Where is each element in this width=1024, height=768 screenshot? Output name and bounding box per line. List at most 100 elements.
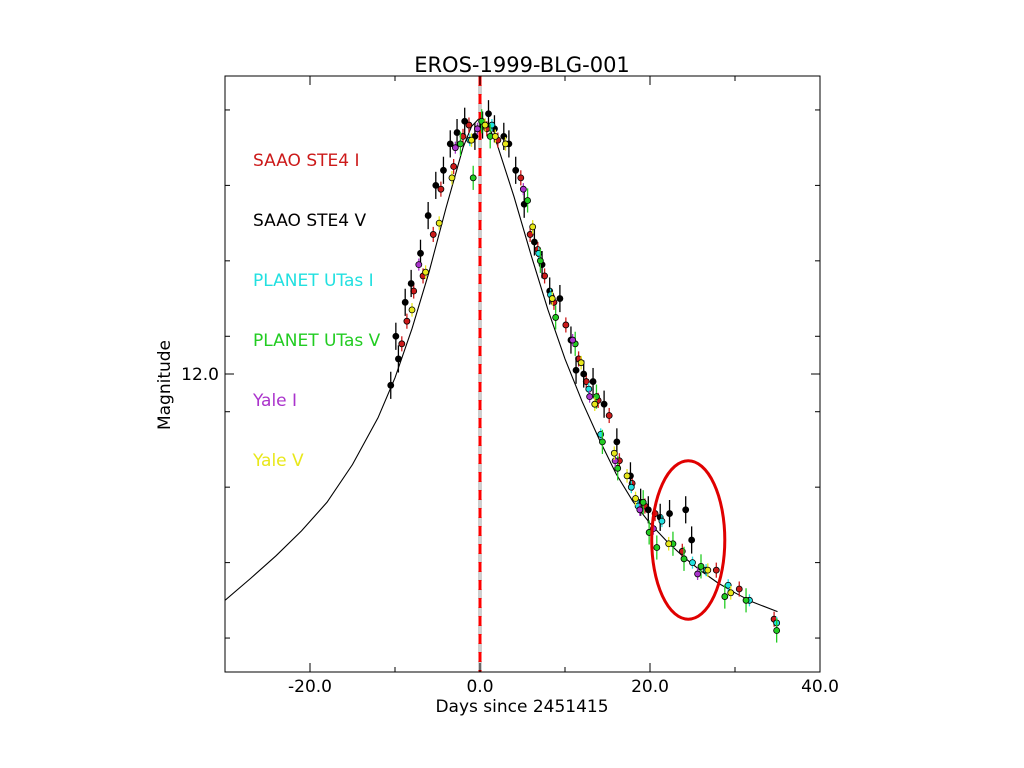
data-point: [451, 144, 459, 152]
data-point: [562, 321, 570, 329]
data-point: [627, 483, 635, 491]
data-point: [448, 174, 456, 182]
legend-entry: Yale I: [252, 391, 297, 411]
annotation-ellipse: [650, 459, 727, 621]
data-point: [457, 140, 464, 148]
data-point: [446, 140, 454, 148]
data-point: [536, 257, 544, 265]
data-point: [474, 125, 481, 133]
data-point: [524, 197, 531, 204]
data-point: [742, 596, 750, 604]
data-point: [491, 132, 499, 140]
data-point: [512, 166, 520, 174]
x-tick-label: -20.0: [288, 677, 332, 697]
series-5: [408, 118, 735, 600]
x-tick-label: 40.0: [801, 677, 839, 697]
data-point: [529, 223, 537, 231]
data-point: [727, 589, 735, 597]
data-point: [653, 544, 661, 551]
data-point: [485, 110, 492, 118]
data-point: [689, 559, 696, 567]
data-point: [721, 593, 729, 600]
data-point: [697, 562, 705, 570]
data-point: [465, 121, 473, 129]
data-point: [552, 314, 560, 321]
data-point: [548, 295, 556, 302]
data-point: [415, 261, 423, 269]
data-point: [398, 340, 406, 348]
legend-entry: SAAO STE4 I: [253, 151, 359, 171]
data-point: [589, 378, 597, 385]
data-point: [526, 231, 534, 238]
x-tick-label: 20.0: [631, 677, 669, 697]
legend-entry: SAAO STE4 V: [253, 211, 366, 231]
data-point: [632, 495, 639, 502]
legend-entry: Yale V: [252, 451, 304, 471]
data-point: [666, 510, 673, 517]
data-point: [424, 212, 432, 219]
data-point: [435, 219, 443, 227]
data-point: [580, 370, 588, 378]
data-point: [453, 129, 461, 136]
legend-entry: PLANET UTas I: [253, 271, 374, 291]
data-point: [531, 238, 538, 246]
data-point: [502, 140, 509, 148]
data-point: [600, 400, 608, 408]
data-point: [614, 464, 622, 472]
data-point: [694, 570, 701, 578]
data-point: [556, 295, 564, 302]
data-point: [468, 136, 475, 144]
data-point: [611, 457, 619, 465]
series-1: [387, 100, 696, 554]
data-point: [517, 174, 525, 182]
data-point: [461, 117, 469, 125]
data-point: [422, 268, 430, 276]
data-point: [569, 336, 577, 344]
data-point: [401, 298, 409, 306]
x-axis-title: Days since 2451415: [435, 697, 608, 717]
data-point: [680, 555, 688, 563]
data-point: [623, 472, 631, 480]
data-point: [704, 566, 712, 574]
data-point: [658, 517, 666, 525]
data-point: [665, 540, 673, 548]
data-point: [586, 393, 594, 401]
data-point: [408, 306, 416, 314]
data-point: [387, 381, 395, 389]
data-point: [519, 185, 527, 193]
plot-area: -20.0 0.0 20.0 40.0 12.0 SAAO STE4 I SAAO STE4…: [181, 75, 839, 697]
data-point: [682, 506, 690, 514]
data-point: [599, 438, 606, 446]
series-4: [415, 122, 701, 580]
data-point: [392, 332, 400, 340]
data-point: [712, 566, 720, 574]
data-point: [572, 366, 580, 374]
data-point: [688, 536, 696, 544]
data-point: [429, 231, 437, 238]
data-point: [481, 121, 489, 129]
x-tick-label: 0.0: [466, 677, 493, 697]
y-tick-label: 12.0: [181, 365, 219, 385]
data-point: [644, 506, 652, 514]
data-point: [577, 359, 585, 367]
data-point: [636, 506, 644, 514]
data-point: [440, 166, 447, 174]
y-axis-title: Magnitude: [155, 340, 175, 430]
data-point: [613, 438, 621, 446]
data-point: [417, 249, 424, 257]
data-point: [432, 181, 440, 189]
series-0: [398, 117, 778, 627]
data-point: [403, 317, 411, 325]
chart-title: EROS-1999-BLG-001: [414, 53, 630, 77]
data-point: [605, 412, 613, 419]
model-curve: [225, 116, 778, 613]
data-point: [585, 385, 593, 393]
legend-entry: PLANET UTas V: [253, 331, 381, 351]
data-point: [735, 585, 743, 593]
data-point: [773, 627, 781, 634]
data-point: [591, 400, 599, 408]
data-point: [450, 163, 458, 170]
data-point: [639, 498, 647, 506]
series-3: [457, 109, 781, 643]
